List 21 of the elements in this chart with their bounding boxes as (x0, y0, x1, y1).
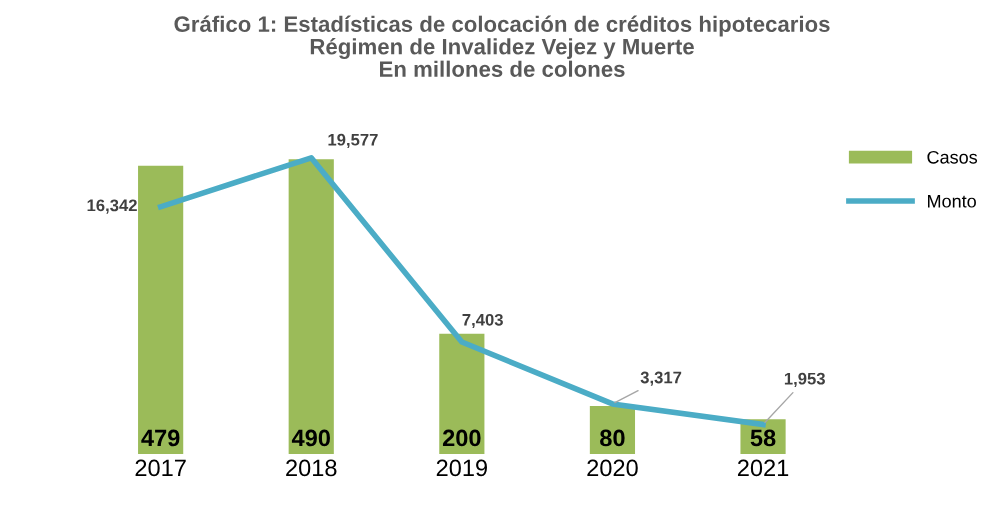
data-label: 3,317 (640, 371, 682, 386)
data-label: 7,403 (462, 313, 503, 329)
data-label: 200 (442, 429, 481, 447)
bar (439, 333, 485, 455)
data-label: 19,577 (328, 133, 378, 149)
data-label: 490 (291, 429, 330, 447)
legend-label: Monto (928, 194, 976, 208)
chart-title: Gráfico 1: Estadísticas de colocación de créditos hipotecarios Régimen de Invalidez Vejez y Muerte En millones de colones (174, 15, 830, 77)
data-label: 1,953 (784, 372, 825, 387)
x-tick-label: 2018 (286, 459, 337, 477)
bar (138, 165, 184, 455)
data-label: 479 (141, 429, 180, 447)
data-label: 58 (750, 429, 776, 447)
x-tick-label: 2017 (135, 459, 186, 477)
data-label: 80 (600, 429, 625, 447)
bar (288, 159, 334, 455)
x-tick-label: 2019 (436, 459, 487, 477)
data-label: 16,342 (87, 199, 137, 214)
x-tick-label: 2021 (737, 459, 789, 477)
legend-label: Casos (927, 150, 978, 164)
x-tick-label: 2020 (587, 459, 638, 477)
